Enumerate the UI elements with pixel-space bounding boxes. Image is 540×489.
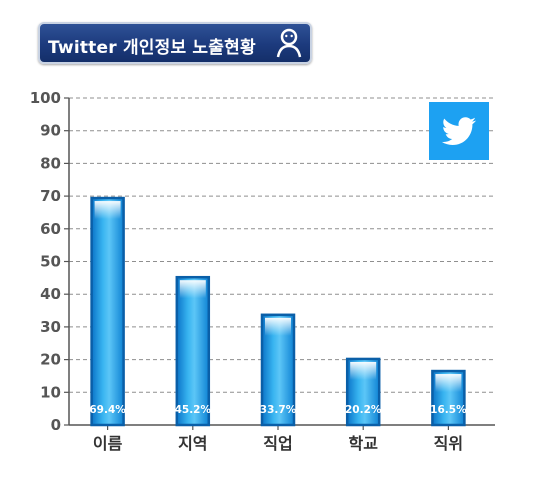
x-tick-label: 직업 [263, 434, 292, 453]
y-tick-label: 10 [40, 383, 61, 401]
y-tick-label: 80 [40, 154, 61, 172]
chart-title: Twitter 개인정보 노출현황 [48, 38, 256, 58]
twitter-logo [429, 102, 489, 160]
y-tick-label: 90 [40, 122, 61, 140]
bar-highlight [179, 280, 206, 299]
twitter-bird-icon [441, 117, 476, 145]
data-label: 33.7% [260, 404, 297, 416]
y-tick-label: 20 [40, 351, 61, 369]
bar-highlight [94, 201, 121, 220]
bar-highlight [350, 361, 377, 380]
y-tick-label: 100 [30, 89, 61, 107]
bar [90, 196, 125, 427]
bar-highlight [435, 374, 462, 393]
y-tick-label: 40 [40, 285, 61, 303]
y-tick-label: 50 [40, 253, 61, 271]
x-tick-label: 지역 [178, 434, 207, 453]
y-tick-label: 70 [40, 187, 61, 205]
title-banner: Twitter 개인정보 노출현황 [38, 22, 312, 64]
data-label: 45.2% [175, 404, 212, 416]
data-label: 20.2% [345, 404, 382, 416]
bar-highlight [265, 317, 291, 336]
data-label: 69.4% [89, 404, 126, 416]
data-label: 16.5% [430, 404, 467, 416]
x-tick-label: 학교 [348, 434, 378, 453]
person-icon [276, 28, 302, 58]
bar [175, 275, 211, 427]
x-tick-label: 직위 [434, 434, 463, 453]
y-tick-label: 60 [40, 220, 61, 238]
x-tick-label: 이름 [93, 434, 123, 453]
y-tick-label: 30 [40, 318, 61, 336]
y-tick-label: 0 [51, 416, 61, 434]
